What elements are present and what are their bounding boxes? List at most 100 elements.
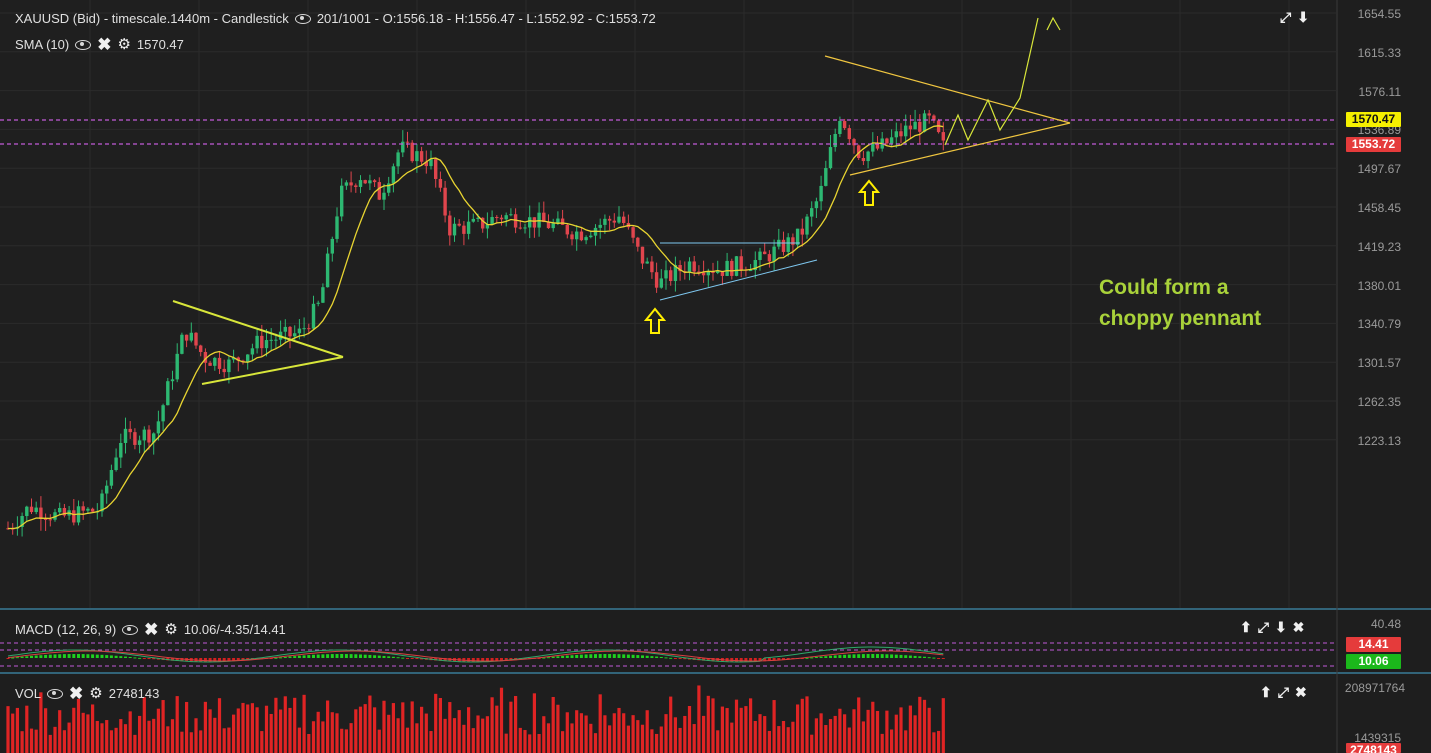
macd-histogram-bar [908,655,912,658]
macd-histogram-bar [382,655,386,658]
candle [180,334,184,354]
volume-bar [702,715,706,753]
eye-icon[interactable] [75,39,92,50]
arrow-down-icon[interactable]: ⬇ [1297,9,1309,25]
candle [302,328,306,330]
volume-bar [358,706,363,753]
volume-bar [25,705,29,753]
volume-bar [241,702,245,753]
candle [419,151,424,162]
volume-bar [622,713,626,753]
volume-bar [293,697,297,753]
volume-bar [617,707,621,753]
candle [114,457,118,470]
volume-bar [810,734,814,753]
macd-histogram-bar [819,656,823,658]
gear-icon[interactable]: ⚙ [164,620,178,638]
macd-histogram-bar [617,654,621,658]
vol-header: VOL ✖ ⚙ 2748143 [15,683,159,703]
price-axis-tick: 1301.57 [1357,356,1401,371]
volume-bar [387,714,391,753]
macd-histogram-bar [735,658,738,662]
candle [48,519,52,521]
candle [335,216,339,239]
candle [631,227,635,238]
macd-histogram-bar [72,654,76,658]
candle [25,506,29,517]
volume-bar [880,733,884,753]
volume-bar [363,704,367,753]
candle [250,348,255,355]
volume-bar [166,726,170,753]
candle [589,235,593,238]
close-icon[interactable]: ✖ [144,619,159,639]
volume-bar [673,717,677,753]
macd-histogram-bar [354,654,358,658]
candle [316,302,320,304]
macd-histogram-bar [241,658,245,661]
candle [763,251,767,255]
expand-icon[interactable]: ⤢ [1257,619,1269,635]
volume-bar [584,715,588,753]
macd-histogram-bar [608,654,612,658]
macd-histogram-bar [81,654,85,658]
expand-icon[interactable]: ⤢ [1280,9,1292,25]
arrow-up-icon[interactable]: ⬆ [1260,684,1272,700]
volume-bar [368,695,372,753]
close-icon[interactable]: ✖ [1292,619,1305,635]
volume-bar [448,702,452,753]
macd-histogram-bar [631,654,635,658]
candle [217,357,222,369]
volume-bar [142,697,146,753]
arrow-up-icon[interactable]: ⬆ [1240,619,1252,635]
sma-value: 1570.47 [136,37,184,52]
volume-bar [720,706,724,753]
close-icon[interactable]: ✖ [69,683,84,703]
volume-bar [767,730,771,753]
up-arrow-icon [857,179,881,206]
volume-bar [396,718,400,753]
close-icon[interactable]: ✖ [1294,684,1307,700]
volume-bar [485,716,489,753]
volume-bar [307,734,311,753]
eye-icon[interactable] [294,13,311,24]
macd-histogram-bar [203,658,207,662]
macd-histogram-bar [387,656,391,658]
volume-bar [438,698,442,753]
volume-bar [565,712,569,753]
volume-bar [260,731,264,753]
trendline [824,55,1071,124]
eye-icon[interactable] [47,688,64,699]
volume-bar [730,722,734,753]
macd-histogram-bar [598,654,602,658]
close-icon[interactable]: ✖ [97,34,112,54]
volume-bar [330,712,334,753]
arrow-down-icon[interactable]: ⬇ [1274,619,1287,635]
macd-histogram-bar [288,656,292,658]
volume-bar [39,692,43,753]
macd-histogram-bar [91,654,95,658]
candle [847,128,851,140]
gear-icon[interactable]: ⚙ [89,684,103,702]
candle [471,218,475,222]
candle [81,506,85,511]
candle [297,328,302,334]
candle [311,303,316,329]
macd-histogram-bar [340,654,344,658]
eye-icon[interactable] [122,624,139,635]
macd-histogram-bar [782,658,785,660]
candle [368,180,372,184]
volume-bar [875,710,880,753]
volume-bar [612,713,616,753]
volume-bar [758,714,762,753]
gear-icon[interactable]: ⚙ [117,35,131,53]
volume-bar [471,728,475,753]
candle [325,253,330,288]
macd-histogram-bar [904,655,908,658]
macd-histogram-bar [180,658,184,662]
macd-histogram-bar [302,655,306,658]
ohlc-readout: 201/1001 - O:1556.18 - H:1556.47 - L:155… [316,11,656,26]
expand-icon[interactable]: ⤢ [1277,684,1289,700]
